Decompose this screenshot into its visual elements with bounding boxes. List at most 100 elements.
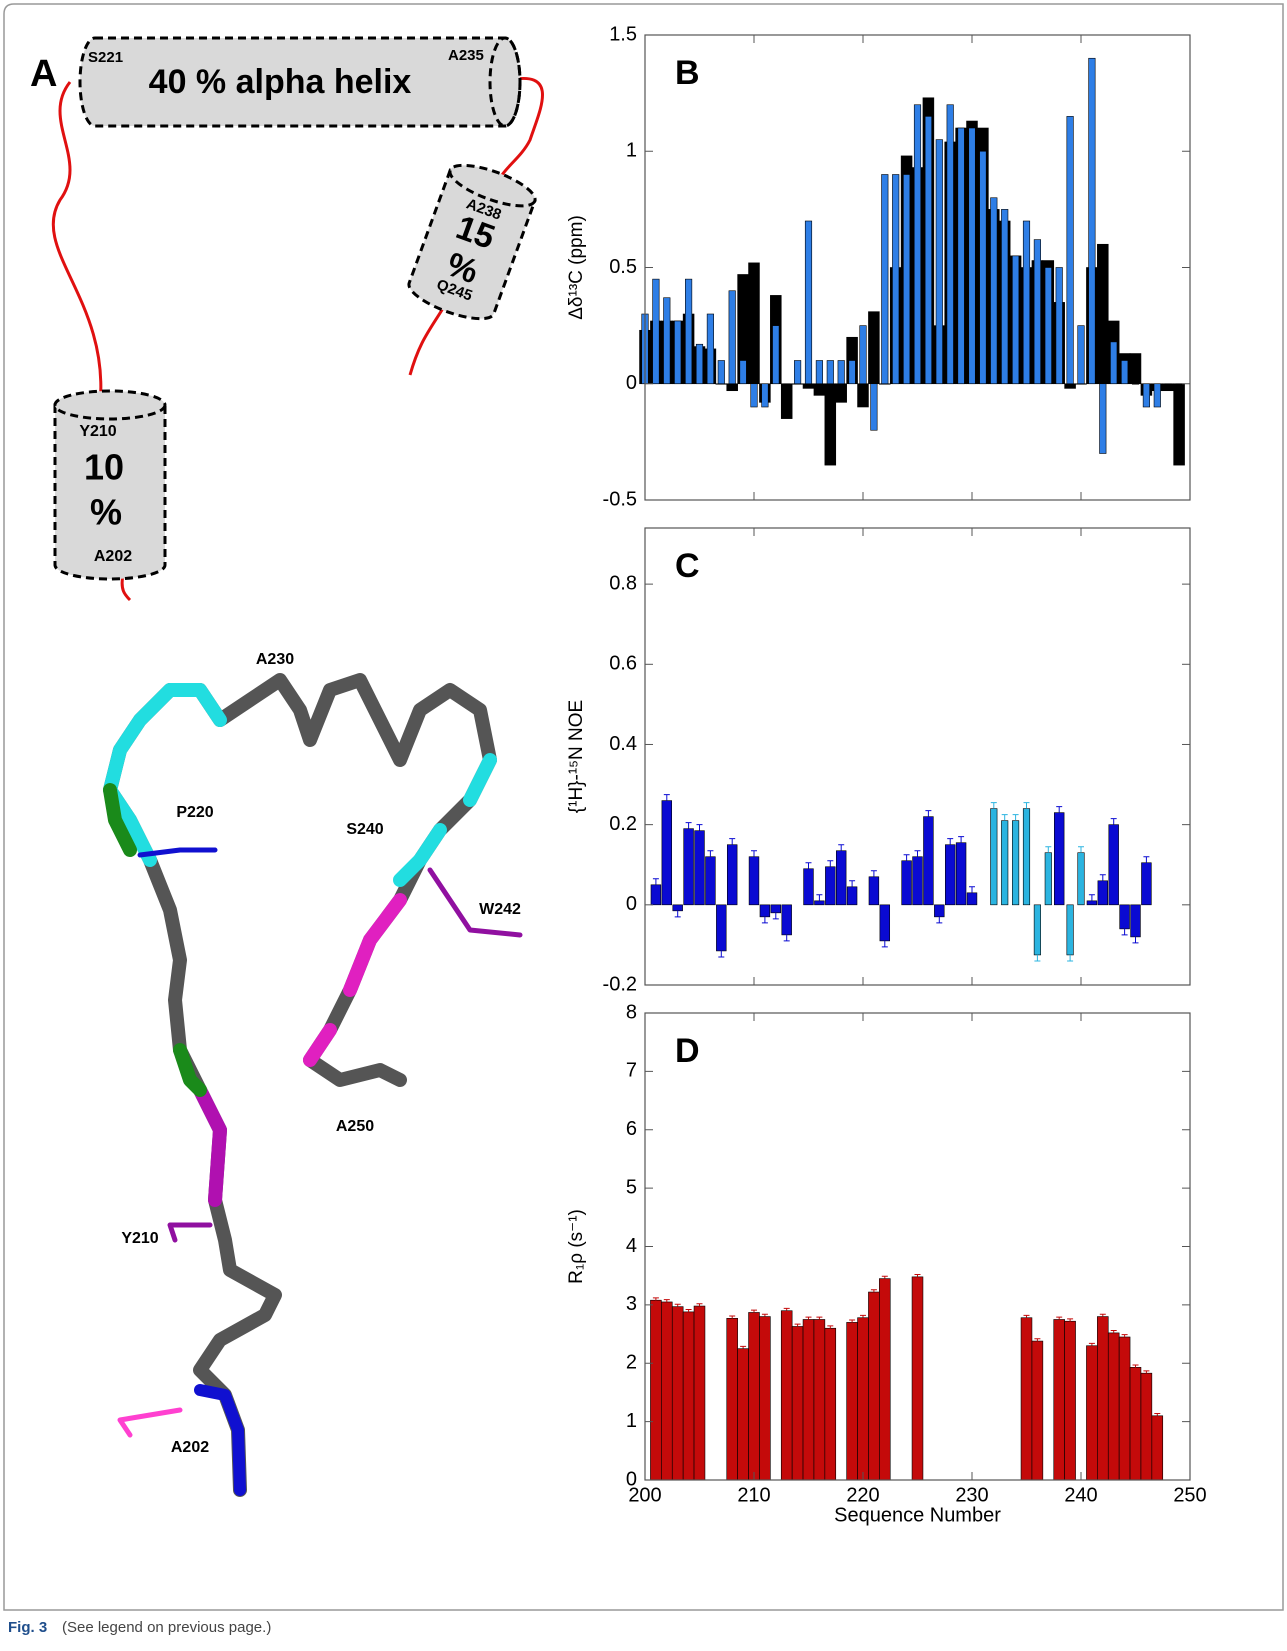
- bar: [1130, 904, 1141, 938]
- bar: [825, 866, 836, 906]
- bar: [663, 297, 671, 385]
- error-bar: [881, 1275, 888, 1279]
- error-bar: [1067, 954, 1074, 962]
- bar: [672, 904, 683, 912]
- bar: [748, 1312, 760, 1481]
- y-tick-label: 1.5: [609, 23, 637, 45]
- y-tick-label: 6: [626, 1118, 637, 1140]
- bar: [737, 1348, 749, 1481]
- y-tick-label: 0.8: [609, 572, 637, 594]
- bar: [881, 174, 889, 385]
- frame: [3, 3, 1284, 1611]
- error-bar: [761, 916, 768, 924]
- error-bar: [761, 1313, 768, 1317]
- bar: [748, 262, 760, 385]
- caption-text: (See legend on previous page.): [62, 1619, 271, 1636]
- panel-label: D: [675, 1032, 700, 1070]
- bar: [1162, 383, 1174, 392]
- panel-label: C: [675, 547, 700, 585]
- bar: [1175, 383, 1183, 385]
- bar: [652, 278, 660, 385]
- error-bar: [969, 886, 975, 893]
- bar: [848, 360, 856, 385]
- bar: [1022, 220, 1031, 385]
- error-bar: [805, 1316, 812, 1320]
- error-bar: [816, 894, 823, 901]
- bar: [990, 808, 998, 906]
- helix-text: %: [90, 492, 122, 533]
- error-bar: [816, 1316, 823, 1320]
- sidechain: [117, 1407, 183, 1438]
- error-bar: [1012, 814, 1019, 821]
- bar: [1097, 243, 1109, 385]
- error-bar: [1056, 1316, 1063, 1320]
- bar: [1001, 820, 1009, 906]
- x-axis-label: Sequence Number: [834, 1504, 1001, 1526]
- error-bar: [674, 1303, 681, 1307]
- error-bar: [794, 1323, 801, 1327]
- bar: [783, 383, 791, 385]
- y-tick-label: -0.2: [603, 973, 637, 995]
- cylinder-end: [448, 163, 537, 208]
- bar: [650, 1299, 662, 1481]
- bar: [835, 383, 847, 403]
- error-bar: [1088, 1342, 1095, 1346]
- segment: [303, 893, 407, 1067]
- bar: [911, 1276, 924, 1481]
- bar: [716, 904, 727, 952]
- bar: [770, 904, 782, 914]
- segment: [194, 1384, 246, 1496]
- bar: [912, 856, 923, 906]
- y-tick-label: 5: [626, 1176, 637, 1198]
- error-bar: [947, 838, 954, 845]
- bar: [717, 360, 725, 385]
- error-bar: [936, 916, 943, 924]
- bar: [739, 360, 747, 385]
- bar: [674, 320, 682, 385]
- error-bar: [1034, 1338, 1041, 1342]
- error-bar: [707, 850, 714, 857]
- bar: [934, 904, 945, 918]
- bar: [1012, 820, 1020, 906]
- bar: [728, 290, 736, 385]
- error-bar: [958, 836, 965, 843]
- y-tick-label: 0.6: [609, 653, 637, 675]
- bar: [1118, 1336, 1131, 1481]
- bar: [780, 1310, 793, 1481]
- bar: [815, 360, 823, 385]
- bar: [903, 174, 911, 385]
- bar: [870, 383, 878, 431]
- x-tick-label: 250: [1173, 1484, 1206, 1506]
- bar: [1088, 57, 1096, 385]
- error-bar: [663, 794, 670, 801]
- bar: [913, 104, 922, 385]
- bar: [682, 1311, 695, 1481]
- error-bar: [914, 850, 921, 857]
- bar: [901, 860, 912, 906]
- y-tick-label: 1: [626, 1410, 637, 1432]
- error-bar: [838, 844, 845, 851]
- bar: [824, 383, 837, 466]
- bar: [759, 904, 771, 918]
- y-tick-label: 0: [626, 893, 637, 915]
- bar: [1097, 880, 1109, 906]
- error-bar: [925, 810, 932, 817]
- bar: [868, 876, 880, 906]
- panel-a: [51, 36, 544, 602]
- bar: [1142, 383, 1150, 408]
- y-tick-label: 3: [626, 1293, 637, 1315]
- bar: [813, 1319, 826, 1481]
- bar: [846, 886, 858, 906]
- bar: [1044, 267, 1052, 385]
- error-bar: [860, 1314, 866, 1318]
- bar: [968, 127, 976, 385]
- error-bar: [849, 880, 856, 887]
- bar: [1164, 383, 1172, 385]
- bar: [1001, 209, 1009, 385]
- error-bar: [729, 1315, 736, 1319]
- bar: [705, 856, 716, 906]
- bar: [846, 1322, 858, 1481]
- error-bar: [1067, 1318, 1074, 1322]
- error-bar: [914, 1274, 921, 1277]
- bar: [772, 325, 780, 385]
